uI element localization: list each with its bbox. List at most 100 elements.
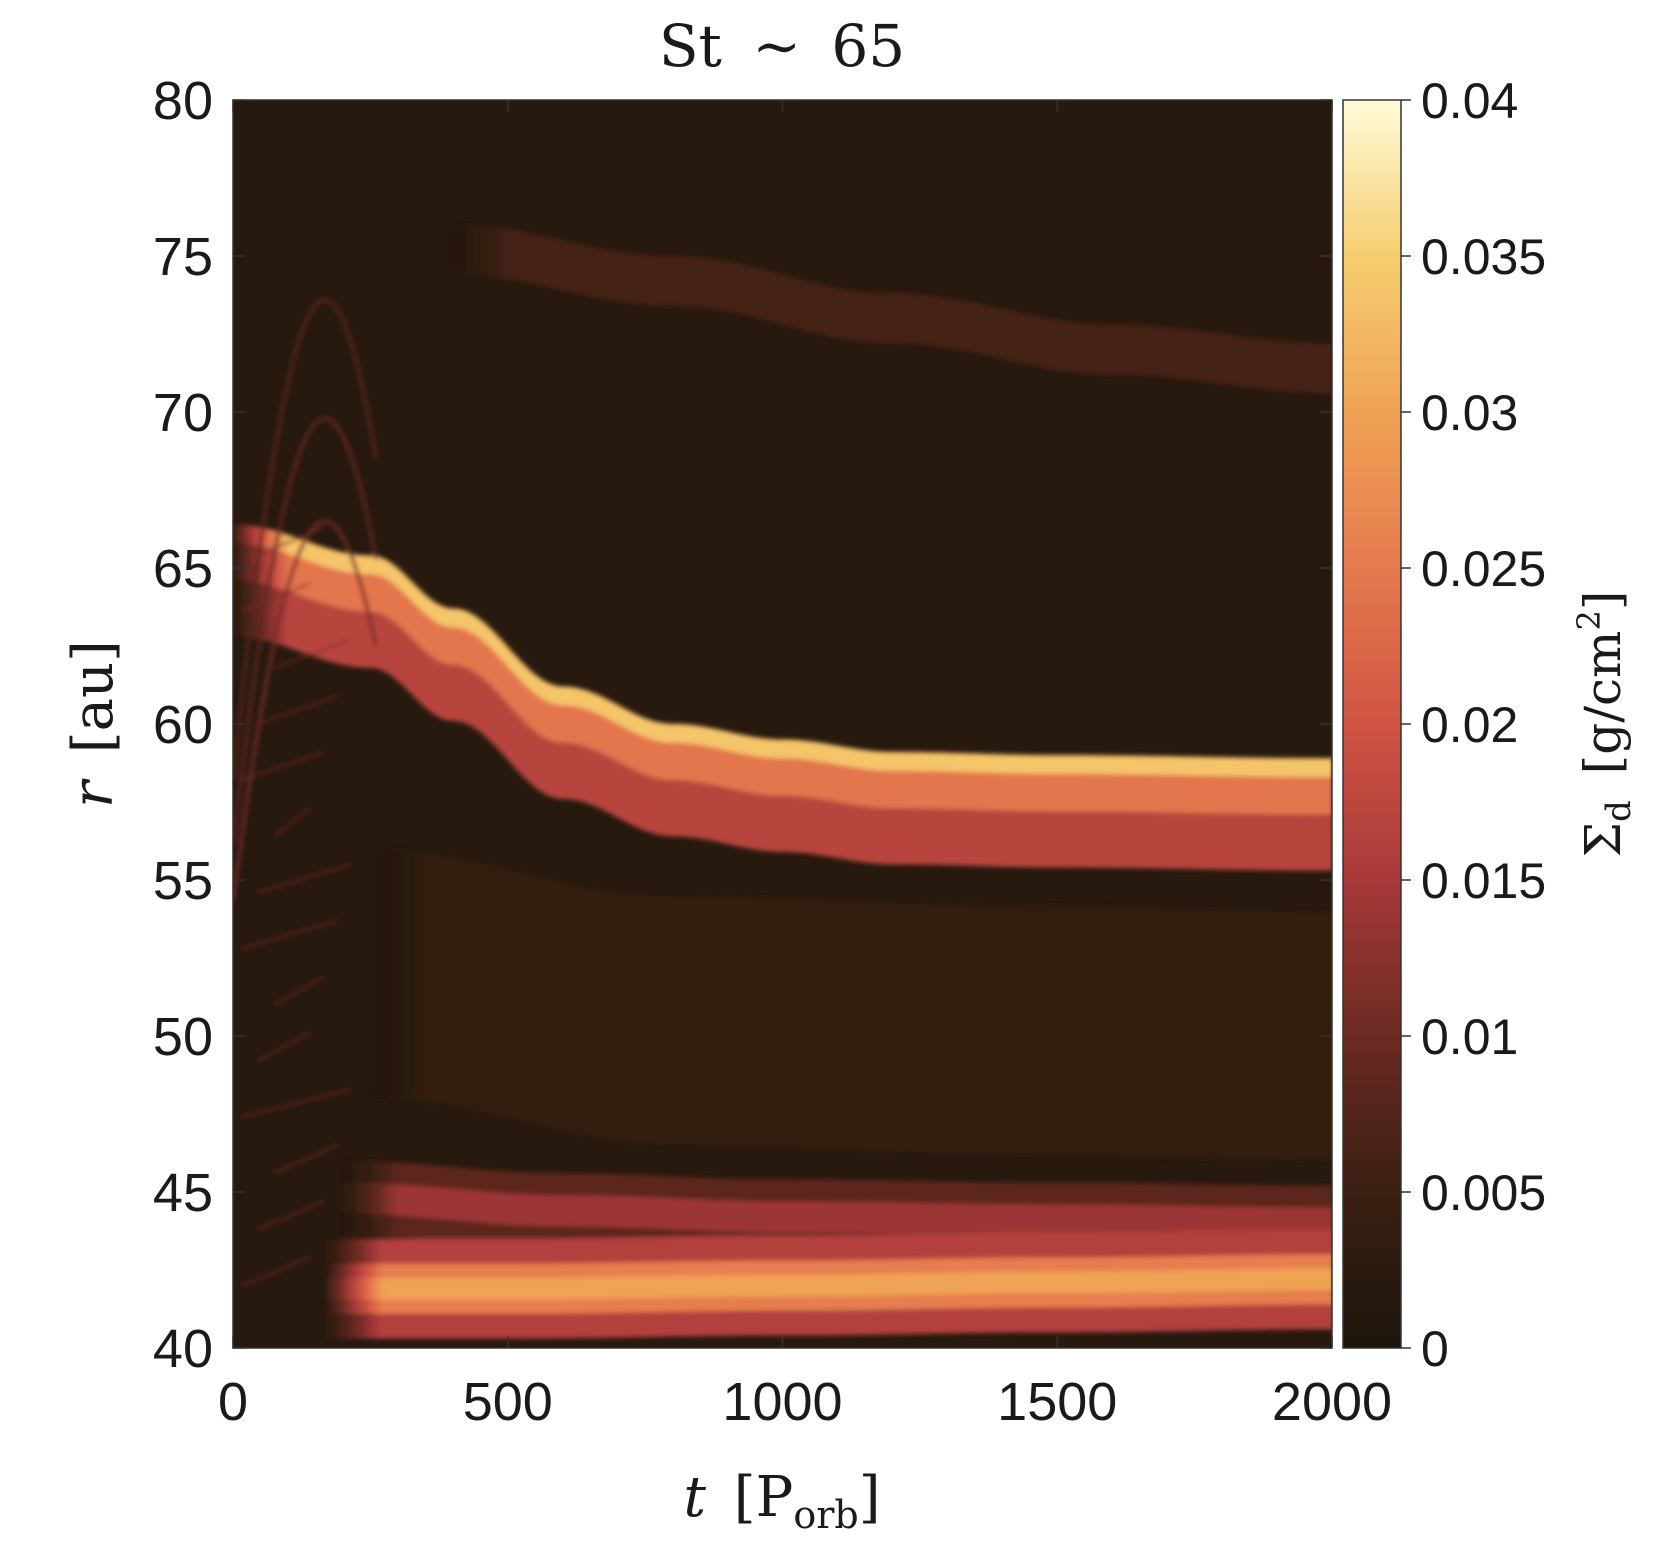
- heatmap-cell: [862, 1274, 868, 1296]
- heatmap-cell: [378, 1183, 384, 1215]
- heatmap-cell: [452, 1189, 458, 1221]
- heatmap-cell: [773, 739, 779, 759]
- heatmap-cell: [320, 547, 326, 566]
- heatmap-cell: [1156, 756, 1162, 775]
- heatmap-cell: [1063, 755, 1069, 774]
- heatmap-cell: [778, 739, 784, 852]
- heatmap-cell: [471, 861, 477, 1111]
- y-tick-label: 55: [153, 851, 213, 911]
- heatmap-cell: [1134, 755, 1140, 812]
- heatmap-cell: [814, 1274, 820, 1297]
- heatmap-cell: [717, 896, 723, 1146]
- heatmap-cell: [584, 1195, 590, 1227]
- heatmap-cell: [641, 718, 647, 775]
- heatmap-cell: [628, 712, 634, 825]
- heatmap-cell: [1296, 758, 1302, 815]
- heatmap-cell: [553, 1195, 559, 1227]
- heatmap-cell: [439, 1187, 445, 1220]
- heatmap-cell: [1050, 319, 1056, 370]
- heatmap-cell: [852, 290, 858, 341]
- heatmap-cell: [678, 1275, 684, 1298]
- colorbar-tick-label: 0: [1421, 1321, 1449, 1377]
- heatmap-cell: [493, 1277, 499, 1300]
- heatmap-cell: [1170, 908, 1176, 1158]
- heatmap-cell: [713, 1275, 719, 1297]
- heatmap-cell: [1208, 757, 1214, 776]
- heatmap-cell: [1003, 1271, 1009, 1294]
- heatmap-cell: [1245, 910, 1251, 1160]
- heatmap-cell: [431, 1277, 437, 1300]
- heatmap-cell: [395, 568, 401, 625]
- heatmap-cell: [726, 1274, 732, 1297]
- heatmap-cell: [1047, 905, 1053, 1155]
- heatmap-cell: [1041, 1204, 1047, 1236]
- heatmap-cell: [748, 1274, 754, 1297]
- x-tick-label: 500: [463, 1372, 553, 1432]
- heatmap-cell: [1151, 756, 1157, 775]
- heatmap-cell: [531, 674, 537, 693]
- heatmap-cell: [1037, 1204, 1043, 1236]
- heatmap-cell: [1239, 757, 1245, 777]
- heatmap-cell: [1257, 757, 1263, 814]
- heatmap-cell: [519, 1277, 525, 1300]
- heatmap-cell: [1120, 1204, 1126, 1237]
- heatmap-cell: [703, 258, 709, 308]
- heatmap-cell: [884, 902, 890, 1153]
- heatmap-cell: [531, 674, 537, 787]
- heatmap-cell: [555, 1277, 561, 1300]
- x-tick-label: 1500: [997, 1372, 1117, 1432]
- heatmap-cell: [1152, 1270, 1158, 1293]
- heatmap-cell: [720, 730, 726, 750]
- colorbar: [1342, 99, 1402, 1349]
- heatmap-cell: [457, 1189, 463, 1221]
- heatmap-cell: [1222, 757, 1228, 776]
- heatmap-cell: [505, 1193, 511, 1225]
- heatmap-cell: [553, 685, 559, 705]
- heatmap-cell: [817, 742, 823, 799]
- heatmap-cell: [1060, 1271, 1066, 1294]
- heatmap-cell: [637, 1196, 643, 1229]
- heatmap-cell: [1178, 328, 1184, 379]
- heatmap-cell: [888, 293, 893, 344]
- heatmap-cell: [739, 896, 745, 1147]
- heatmap-cell: [681, 256, 687, 307]
- heatmap-cell: [911, 903, 917, 1153]
- heatmap-cell: [664, 1275, 670, 1298]
- heatmap-cell: [888, 752, 893, 771]
- heatmap-cell: [615, 705, 621, 762]
- heatmap-cell: [633, 714, 639, 734]
- heatmap-cell: [990, 904, 996, 1155]
- interference-arc: [233, 297, 378, 781]
- heatmap-cell: [1204, 331, 1210, 382]
- heatmap-cell: [386, 1183, 392, 1216]
- heatmap-cell: [1103, 1204, 1109, 1236]
- heatmap-cell: [400, 572, 406, 629]
- heatmap-cell: [1011, 311, 1017, 362]
- heatmap-cell: [1248, 337, 1254, 388]
- heatmap-cell: [958, 753, 964, 866]
- heatmap-cell: [545, 1194, 551, 1227]
- y-tick-label: 65: [153, 539, 213, 599]
- heatmap-cell: [624, 1196, 630, 1228]
- heatmap-cell: [1024, 754, 1030, 868]
- heatmap-cell: [1047, 1271, 1053, 1294]
- heatmap-cell: [678, 895, 684, 1146]
- heatmap-cell: [866, 1202, 872, 1234]
- heatmap-cell: [691, 1275, 697, 1298]
- heatmap-cell: [364, 1183, 370, 1215]
- heatmap-cell: [1160, 756, 1166, 869]
- heatmap-cell: [598, 889, 604, 1140]
- heatmap-cell: [555, 880, 561, 1131]
- heatmap-cell: [550, 1277, 556, 1300]
- heatmap-cell: [598, 1276, 604, 1299]
- heatmap-cell: [804, 741, 810, 798]
- heatmap-cell: [422, 1186, 428, 1218]
- heatmap-cell: [646, 719, 652, 739]
- heatmap-cell: [1173, 1205, 1179, 1237]
- heatmap-cell: [770, 897, 776, 1148]
- heatmap-cell: [893, 902, 899, 1153]
- heatmap-cell: [813, 742, 819, 855]
- heatmap-cell: [787, 898, 793, 1148]
- heatmap-cell: [650, 721, 656, 740]
- heatmap-cell: [487, 1192, 493, 1224]
